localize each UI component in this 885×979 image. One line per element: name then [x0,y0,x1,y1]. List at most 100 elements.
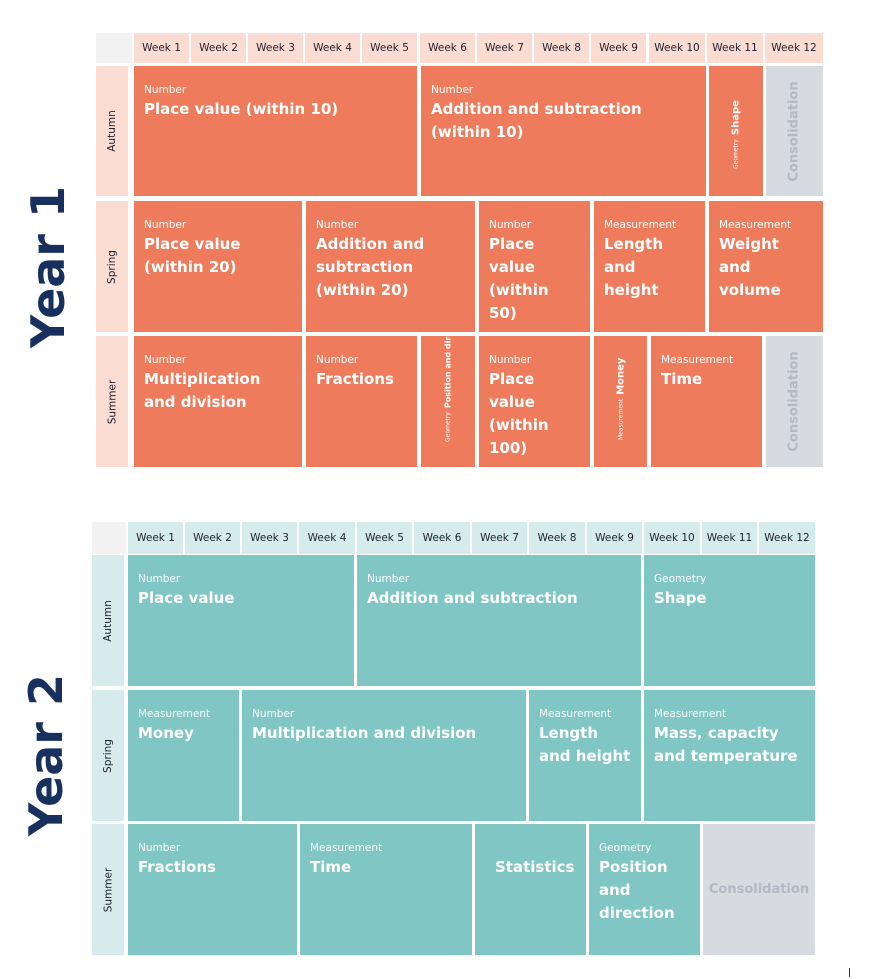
year1-summer-time: Measurement Time [651,336,762,467]
year2-spring-money: Measurement Money [128,690,239,821]
year2-term-autumn: Autumn [92,555,124,686]
block-category: Measurement [654,708,727,720]
block-category: Geometry [732,139,740,169]
block-category: Number [144,84,187,96]
year1-summer-fractions: Number Fractions [306,336,417,467]
year1-summer-money: Measurement Money [594,336,647,467]
year1-spring-place-value-20: Number Place value (within 20) [134,201,302,332]
block-category: Number [367,573,410,585]
year1-week-10: Week 10 [649,33,705,63]
block-topic: Time [310,858,352,876]
block-category: Geometry [444,412,452,442]
block-topic: Place value (within 100) [489,370,549,457]
year2-summer-position-direction: Geometry Position and direction [589,824,700,955]
year2-term-summer: Summer [92,824,124,955]
year1-label: Year 1 [0,66,96,468]
year1-week-12: Week 12 [765,33,823,63]
block-category: Measurement [661,354,734,366]
year1-week-8: Week 8 [534,33,589,63]
block-topic: Statistics [495,858,575,876]
edge-tick-mark [849,968,850,977]
year2-week-10: Week 10 [644,522,700,554]
year1-term-summer-text: Summer [106,379,118,424]
block-topic: Time [661,370,703,388]
block-category: Number [489,219,532,231]
year1-term-summer: Summer [96,336,128,467]
year2-week-5: Week 5 [357,522,412,554]
year1-week-4: Week 4 [305,33,360,63]
block-category: Number [144,354,187,366]
block-topic: Addition and subtraction [367,589,578,607]
block-category: Number [138,842,181,854]
block-topic: Length and height [604,235,663,299]
year1-term-autumn-text: Autumn [106,110,118,152]
year1-week-9: Week 9 [591,33,646,63]
year1-week-5: Week 5 [362,33,417,63]
block-topic: Shape [730,100,742,136]
year2-week-6: Week 6 [414,522,470,554]
block-topic: Place value (within 20) [144,235,241,276]
year2-summer-consolidation: Consolidation [703,824,815,955]
year1-autumn-shape: Geometry Shape [709,66,763,196]
block-category: Number [316,219,359,231]
year1-spring-addition-subtraction-20: Number Addition and subtraction (within … [306,201,475,332]
year2-week-9: Week 9 [587,522,642,554]
year1-header-corner [96,33,132,63]
year2-week-12: Week 12 [759,522,815,554]
block-category: Geometry [599,842,652,854]
year2-autumn-shape: Geometry Shape [644,555,815,686]
block-topic: Money [138,724,194,742]
block-category: Number [489,354,532,366]
block-category: Number [144,219,187,231]
year1-autumn-consolidation: Consolidation [766,66,823,196]
year1-summer-position-direction: Geometry Position and direction [421,336,475,467]
year1-week-6: Week 6 [420,33,475,63]
block-topic: Place value (within 50) [489,235,549,322]
block-topic: Place value [138,589,235,607]
block-category: Number [316,354,359,366]
year1-summer-consolidation: Consolidation [766,336,823,467]
year2-header-corner [92,522,126,554]
year2-week-1: Week 1 [128,522,183,554]
year1-term-autumn: Autumn [96,66,128,196]
block-topic: Place value (within 10) [144,100,339,118]
block-topic: Length and height [539,724,631,765]
block-topic: Multiplication and division [144,370,261,411]
year2-term-spring-text: Spring [102,738,115,773]
block-topic: Fractions [138,858,216,876]
block-topic: Addition and subtraction (within 20) [316,235,425,299]
year1-week-2: Week 2 [191,33,246,63]
year1-spring-length-height: Measurement Length and height [594,201,705,332]
block-topic: Fractions [316,370,394,388]
year1-spring-weight-volume: Measurement Weight and volume [709,201,823,332]
year1-week-7: Week 7 [477,33,532,63]
year2-label: Year 2 [0,555,92,955]
year1-week-11: Week 11 [707,33,763,63]
year2-spring-length-height: Measurement Length and height [529,690,641,821]
year1-spring-place-value-50: Number Place value (within 50) [479,201,590,332]
block-category: Number [431,84,474,96]
year2-week-8: Week 8 [529,522,585,554]
block-topic: Position and direction [599,858,675,922]
year2-summer-fractions: Number Fractions [128,824,297,955]
block-topic: Money [615,357,626,395]
year1-week-3: Week 3 [248,33,303,63]
block-category: Measurement [539,708,612,720]
year1-summer-multiplication-division: Number Multiplication and division [134,336,302,467]
year2-term-spring: Spring [92,690,124,821]
year2-summer-statistics: Statistics [475,824,586,955]
block-category: Number [252,708,295,720]
year1-summer-place-value-100: Number Place value (within 100) [479,336,590,467]
year1-label-text: Year 1 [21,185,76,349]
year2-summer-time: Measurement Time [300,824,472,955]
year2-week-2: Week 2 [185,522,240,554]
block-category: Measurement [138,708,211,720]
year2-autumn-place-value: Number Place value [128,555,354,686]
consolidation-label: Consolidation [787,351,802,452]
year1-autumn-place-value: Number Place value (within 10) [134,66,417,196]
year2-week-3: Week 3 [242,522,297,554]
block-topic: Weight and volume [719,235,781,299]
block-category: Measurement [719,219,792,231]
year2-label-text: Year 2 [19,673,74,837]
year1-autumn-addition-subtraction: Number Addition and subtraction (within … [421,66,706,196]
